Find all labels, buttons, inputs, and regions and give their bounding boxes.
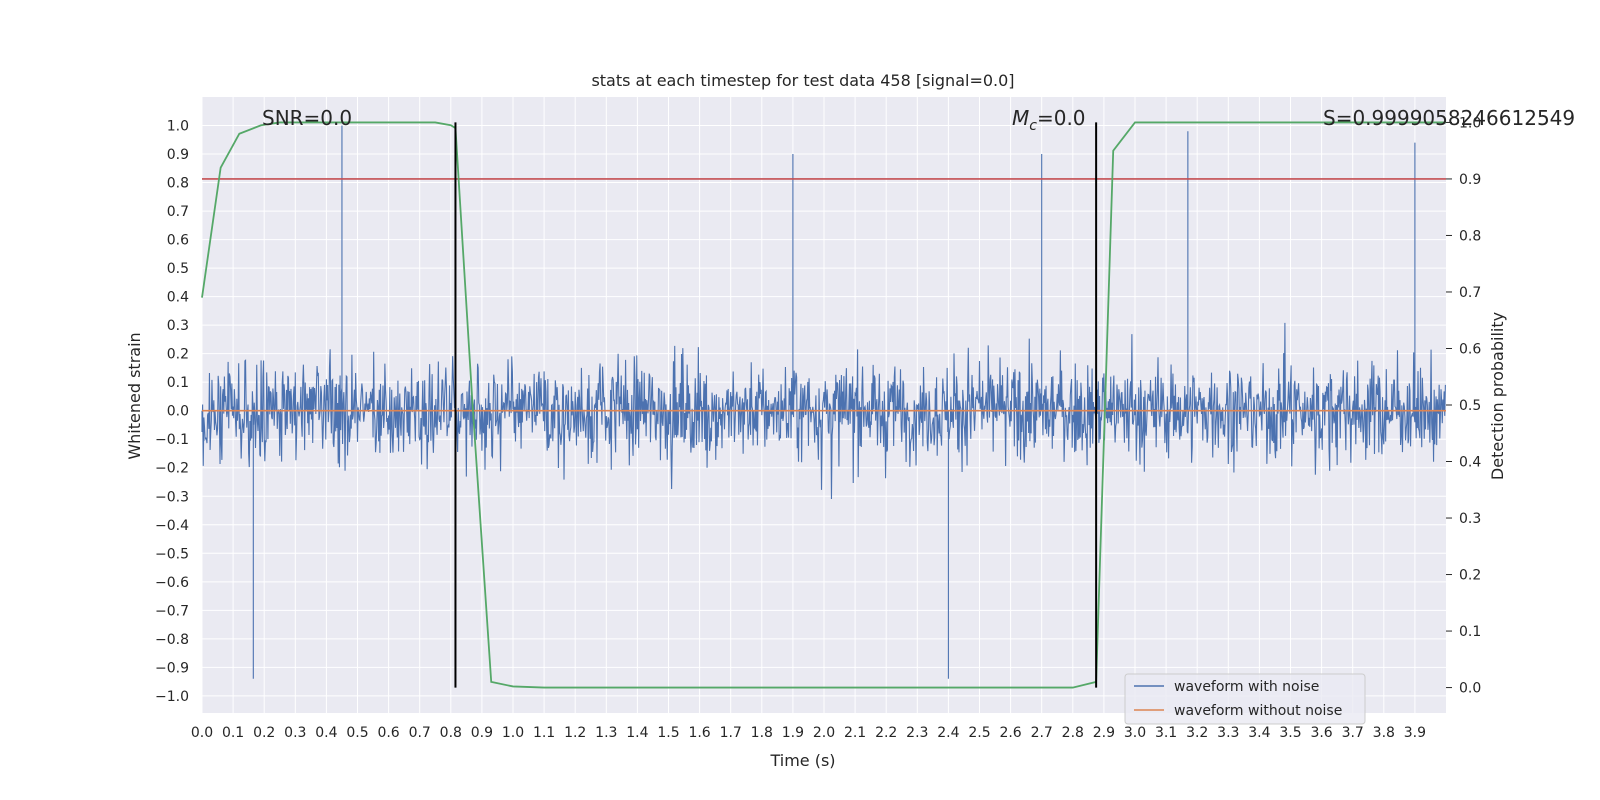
- y-tick-label: 0.4: [167, 290, 189, 306]
- x-tick-label: 3.8: [1373, 725, 1395, 741]
- x-tick-label: 2.9: [1093, 725, 1115, 741]
- x-tick-label: 1.7: [720, 725, 742, 741]
- x-tick-label: 0.0: [191, 725, 213, 741]
- vertical-markers: [454, 122, 1098, 688]
- s-annotation: S=0.9999058246612549: [1323, 106, 1575, 130]
- waveform-with-noise-series: [201, 125, 1446, 679]
- x-tick-label: 0.5: [346, 725, 368, 741]
- right-tick-label: 1.0: [1459, 115, 1481, 131]
- x-tick-label: 0.9: [471, 725, 493, 741]
- x-tick-label: 3.0: [1124, 725, 1146, 741]
- y-tick-label: 0.6: [167, 233, 189, 249]
- x-tick-label: 1.6: [688, 725, 710, 741]
- y-tick-label: −0.2: [155, 461, 189, 477]
- x-tick-label: 3.5: [1279, 725, 1301, 741]
- x-tick-label: 2.3: [906, 725, 928, 741]
- y-tick-label: 0.9: [167, 147, 189, 163]
- x-tick-label: 1.1: [533, 725, 555, 741]
- y-tick-label: −0.7: [155, 603, 189, 619]
- x-tick-label: 1.9: [782, 725, 804, 741]
- x-tick-label: 3.1: [1155, 725, 1177, 741]
- x-tick-label: 3.4: [1248, 725, 1270, 741]
- y-tick-label: 0.8: [167, 176, 189, 192]
- x-tick-label: 2.5: [968, 725, 990, 741]
- y-tick-label: −0.3: [155, 489, 189, 505]
- y-tick-label: −0.6: [155, 575, 189, 591]
- x-tick-label: 0.2: [253, 725, 275, 741]
- right-tick-label: 0.4: [1459, 455, 1481, 471]
- x-tick-label: 2.2: [875, 725, 897, 741]
- y-tick-label: 0.7: [167, 204, 189, 220]
- right-tick-label: 0.3: [1459, 511, 1481, 527]
- x-tick-label: 1.4: [626, 725, 648, 741]
- x-tick-label: 3.9: [1404, 725, 1426, 741]
- x-tick-label: 3.7: [1342, 725, 1364, 741]
- x-tick-label: 3.6: [1310, 725, 1332, 741]
- x-tick-label: 0.3: [284, 725, 306, 741]
- y-axis-right-label: Detection probability: [1488, 312, 1507, 480]
- x-tick-label: 3.3: [1217, 725, 1239, 741]
- y-axis-right-ticks: 1.0 0.9 0.8 0.7 0.6 0.5 0.4 0.3 0.2 0.1 0.0: [1446, 115, 1481, 697]
- y-tick-label: 0.3: [167, 318, 189, 334]
- right-tick-label: 0.9: [1459, 172, 1481, 188]
- x-tick-label: 0.4: [315, 725, 337, 741]
- x-tick-label: 0.1: [222, 725, 244, 741]
- grid: [201, 97, 1446, 713]
- x-tick-label: 3.2: [1186, 725, 1208, 741]
- legend-box: [1124, 673, 1366, 725]
- snr-annotation: SNR=0.0: [262, 106, 352, 130]
- x-tick-label: 0.8: [440, 725, 462, 741]
- y-tick-label: 0.1: [167, 375, 189, 391]
- chart-title: stats at each timestep for test data 458…: [591, 71, 1014, 90]
- mc-annotation: Mc=0.0: [1012, 106, 1086, 134]
- y-tick-label: −0.1: [155, 432, 189, 448]
- x-tick-label: 1.3: [595, 725, 617, 741]
- y-tick-label: −0.5: [155, 546, 189, 562]
- y-axis-left-label: Whitened strain: [125, 332, 144, 459]
- detection-probability-line: [201, 121, 1446, 689]
- x-tick-label: 1.0: [502, 725, 524, 741]
- right-tick-label: 0.8: [1459, 228, 1481, 244]
- y-tick-label: 0.5: [167, 261, 189, 277]
- y-tick-label: −1.0: [155, 689, 189, 705]
- x-tick-label: 1.5: [657, 725, 679, 741]
- right-tick-label: 0.0: [1459, 681, 1481, 697]
- x-tick-label: 2.4: [937, 725, 959, 741]
- x-tick-label: 2.6: [999, 725, 1021, 741]
- right-tick-label: 0.5: [1459, 398, 1481, 414]
- x-tick-label: 1.8: [751, 725, 773, 741]
- right-tick-label: 0.2: [1459, 568, 1481, 584]
- x-tick-label: 2.1: [844, 725, 866, 741]
- y-tick-label: 0.2: [167, 347, 189, 363]
- y-tick-label: −0.8: [155, 632, 189, 648]
- legend-label-noise: waveform with noise: [1174, 679, 1319, 695]
- x-tick-label: 2.0: [813, 725, 835, 741]
- legend: waveform with noise waveform without noi…: [1124, 673, 1366, 725]
- y-tick-label: −0.4: [155, 518, 189, 534]
- x-tick-label: 2.8: [1062, 725, 1084, 741]
- y-tick-label: 1.0: [167, 119, 189, 135]
- y-tick-label: −0.9: [155, 660, 189, 676]
- x-tick-label: 0.6: [377, 725, 399, 741]
- x-tick-label: 0.7: [409, 725, 431, 741]
- right-tick-label: 0.1: [1459, 624, 1481, 640]
- x-tick-label: 1.2: [564, 725, 586, 741]
- right-tick-label: 0.6: [1459, 341, 1481, 357]
- x-axis-ticks: 0.0 0.1 0.2 0.3 0.4 0.5 0.6 0.7 0.8 0.9 1.0 1.1 1.2 1…: [191, 725, 1426, 741]
- right-tick-label: 0.7: [1459, 285, 1481, 301]
- x-axis-label: Time (s): [769, 751, 835, 770]
- y-axis-left-ticks: 1.0 0.9 0.8 0.7 0.6 0.5 0.4 0.3 0.2 0.1 0.0 −0.1 −0.…: [155, 119, 189, 705]
- noise-path: [201, 125, 1446, 679]
- y-tick-label: 0.0: [167, 404, 189, 420]
- legend-label-clean: waveform without noise: [1174, 703, 1342, 719]
- x-tick-label: 2.7: [1031, 725, 1053, 741]
